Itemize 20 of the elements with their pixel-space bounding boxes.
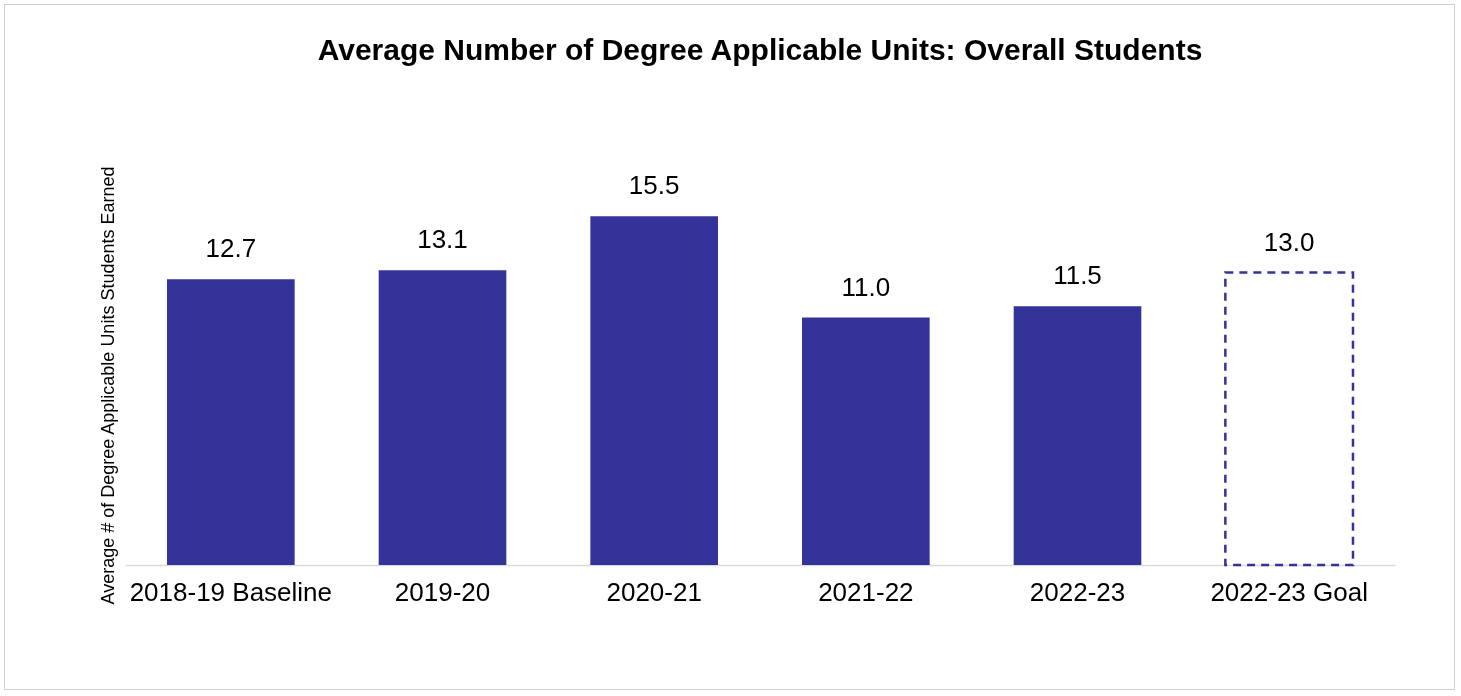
- data-label: 13.0: [1263, 226, 1315, 257]
- bar: [167, 279, 295, 565]
- data-label: 11.5: [1053, 260, 1102, 291]
- x-tick-label: 2018-19 Baseline: [129, 576, 333, 607]
- data-label: 11.0: [841, 271, 891, 302]
- x-tick-label: 2022-23: [1029, 576, 1126, 607]
- data-label: 13.1: [417, 224, 468, 255]
- bar: [802, 317, 930, 565]
- bar: [590, 216, 718, 565]
- x-tick-label: 2021-22: [818, 576, 914, 607]
- data-label: 15.5: [628, 170, 680, 201]
- bar: [1013, 306, 1142, 565]
- x-tick-label: 2020-21: [606, 576, 702, 607]
- y-axis-title: Average # of Degree Applicable Units Students Earned: [97, 166, 118, 605]
- x-tick-label: 2022-23 Goal: [1210, 576, 1368, 607]
- bar: [378, 270, 507, 565]
- bar: [1224, 271, 1355, 567]
- x-tick-label: 2019-20: [394, 576, 491, 607]
- data-label: 12.7: [205, 233, 257, 264]
- chart-title: Average Number of Degree Applicable Units: Overall Students: [317, 32, 1203, 66]
